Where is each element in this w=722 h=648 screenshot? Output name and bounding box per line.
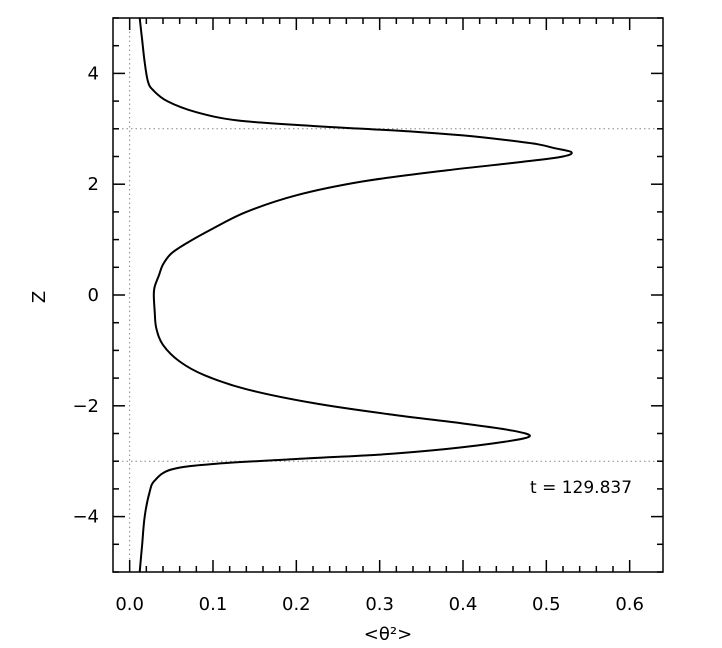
y-tick-label: 2 xyxy=(88,174,99,195)
x-tick-label: 0.1 xyxy=(199,594,228,615)
plot-area: 0.0 0.1 0.2 0.3 0.4 0.5 0.6 −4 −2 0 2 4 xyxy=(72,17,664,615)
y-tick-label: −4 xyxy=(72,507,99,528)
profile-curve-0 xyxy=(138,17,573,573)
x-tick-label: 0.0 xyxy=(115,594,144,615)
time-annotation: t = 129.837 xyxy=(530,478,632,498)
x-axis-label: <θ²> xyxy=(364,624,412,645)
x-tick-label: 0.3 xyxy=(365,594,394,615)
y-tick-label: 4 xyxy=(88,63,99,84)
y-axis-label: Z xyxy=(29,291,50,303)
x-tick-label: 0.4 xyxy=(449,594,478,615)
x-tick-label: 0.5 xyxy=(532,594,561,615)
x-tick-label: 0.2 xyxy=(282,594,311,615)
y-tick-label: −2 xyxy=(72,396,99,417)
y-tick-label: 0 xyxy=(88,285,99,306)
x-tick-label: 0.6 xyxy=(615,594,644,615)
